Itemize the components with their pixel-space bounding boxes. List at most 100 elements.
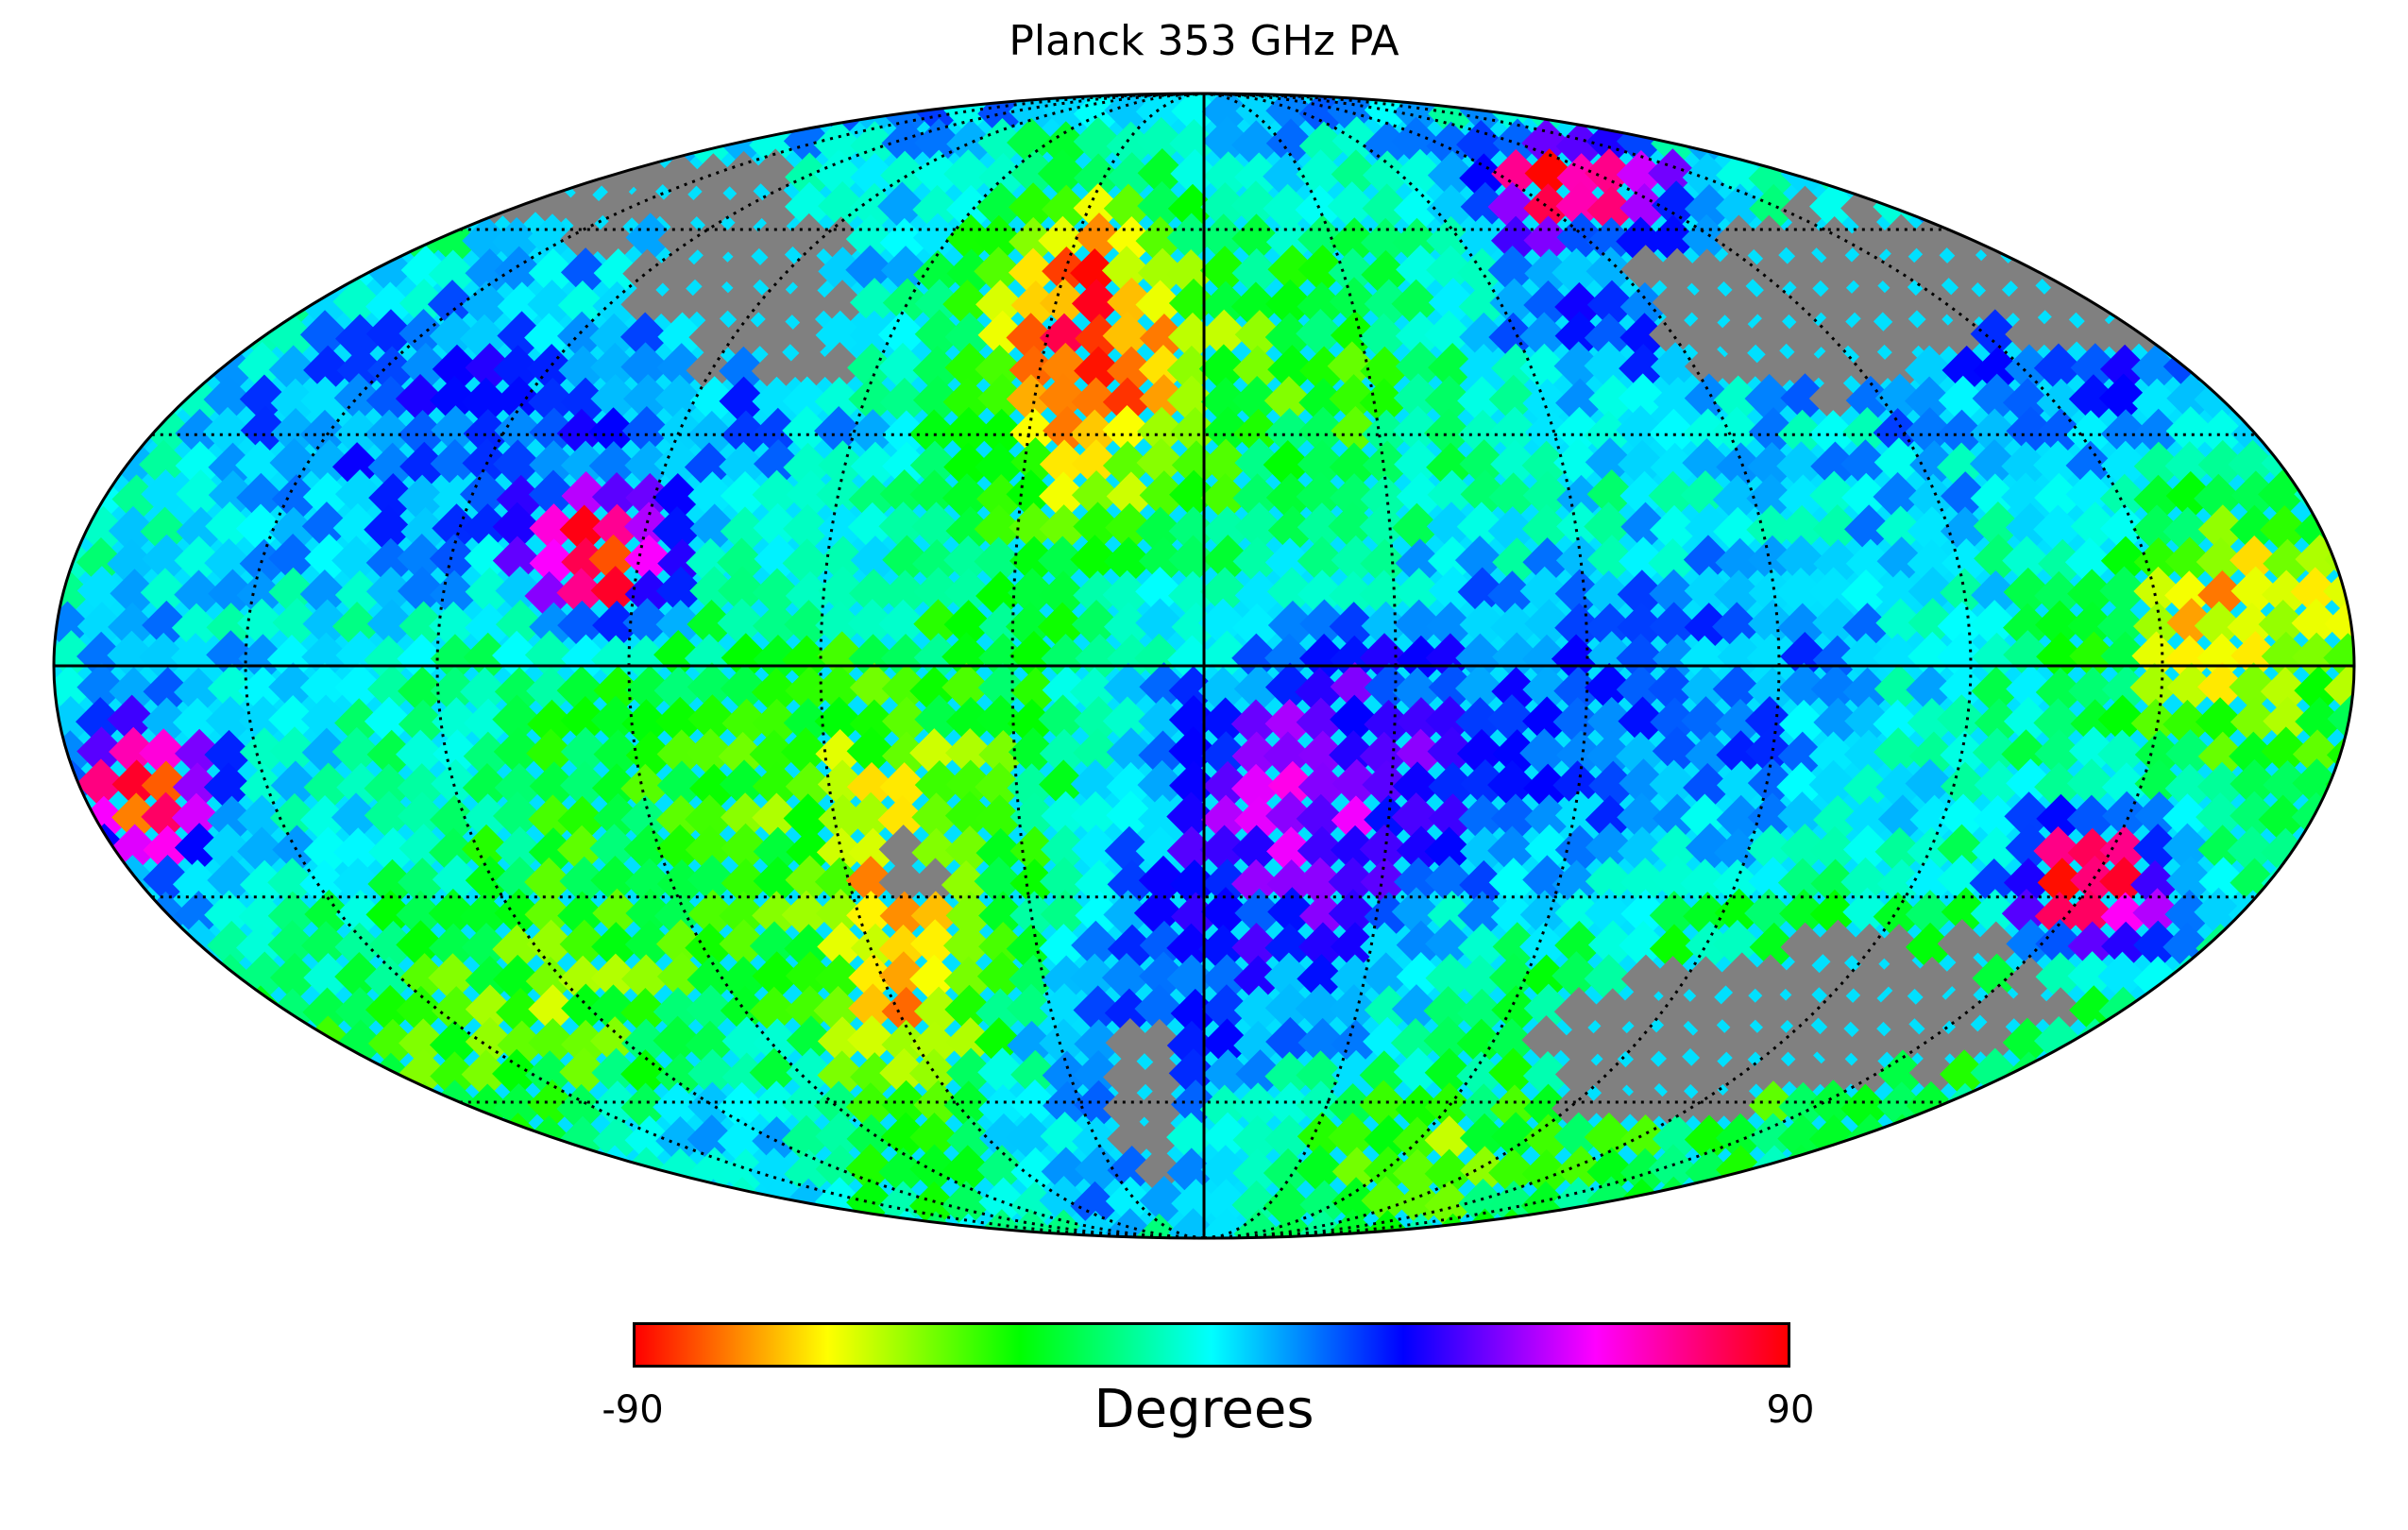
map-pixel xyxy=(1712,1177,1762,1227)
map-pixel xyxy=(878,502,928,552)
map-pixel xyxy=(1492,632,1542,682)
map-pixel xyxy=(1616,149,1667,200)
map-pixel xyxy=(492,790,543,842)
map-pixel xyxy=(432,344,483,395)
map-pixel xyxy=(1106,790,1156,841)
map-pixel xyxy=(781,890,831,940)
map-pixel xyxy=(1649,891,1700,941)
map-pixel xyxy=(494,888,544,939)
map-pixel xyxy=(975,182,1026,232)
map-pixel xyxy=(1809,181,1859,231)
map-pixel xyxy=(207,855,257,906)
map-pixel xyxy=(1134,1018,1184,1069)
map-pixel xyxy=(1714,1051,1764,1101)
map-pixel xyxy=(655,152,705,202)
map-pixel xyxy=(1392,667,1443,717)
map-pixel xyxy=(974,1245,1023,1294)
map-pixel xyxy=(1840,857,1891,908)
map-pixel xyxy=(304,439,354,489)
map-pixel xyxy=(1009,630,1060,681)
map-pixel xyxy=(334,314,385,364)
map-pixel xyxy=(1459,439,1509,489)
map-pixel xyxy=(1297,245,1348,295)
map-pixel xyxy=(752,601,803,651)
map-pixel xyxy=(814,149,864,199)
map-pixel xyxy=(1681,311,1731,361)
map-pixel xyxy=(1551,634,1602,684)
map-pixel xyxy=(1006,924,1056,974)
map-pixel xyxy=(1073,94,1124,139)
map-pixel xyxy=(109,921,159,971)
map-pixel xyxy=(365,409,415,459)
map-pixel xyxy=(1039,504,1089,554)
map-pixel xyxy=(1042,955,1092,1005)
map-pixel xyxy=(1009,1079,1060,1130)
map-pixel xyxy=(400,342,451,393)
map-pixel xyxy=(235,440,285,490)
map-pixel xyxy=(1492,922,1542,972)
map-pixel xyxy=(208,569,258,619)
map-pixel xyxy=(717,537,767,587)
map-pixel xyxy=(689,566,739,616)
map-pixel xyxy=(461,922,512,973)
map-pixel xyxy=(1780,631,1830,682)
map-pixel xyxy=(1777,603,1828,653)
map-pixel xyxy=(528,247,578,298)
map-pixel xyxy=(1460,469,1510,519)
map-pixel xyxy=(1746,633,1796,683)
map-pixel xyxy=(1652,634,1703,684)
map-pixel xyxy=(1103,602,1154,652)
map-pixel xyxy=(1842,667,1892,717)
map-pixel xyxy=(684,634,735,684)
map-pixel xyxy=(1359,731,1409,782)
map-pixel xyxy=(1009,536,1060,586)
map-pixel xyxy=(268,345,318,395)
map-pixel xyxy=(1395,148,1445,198)
map-pixel xyxy=(1075,1144,1125,1195)
map-pixel xyxy=(1267,760,1318,811)
map-pixel xyxy=(687,694,738,744)
map-pixel xyxy=(593,665,643,716)
map-pixel xyxy=(850,536,901,586)
map-title: Planck 353 GHz PA xyxy=(1009,17,1399,65)
map-pixel xyxy=(1780,922,1830,972)
map-pixel xyxy=(719,759,770,809)
map-pixel xyxy=(1584,502,1634,552)
map-pixel xyxy=(943,149,993,199)
map-pixel xyxy=(429,311,479,361)
map-pixel xyxy=(1234,310,1285,360)
map-pixel xyxy=(1584,570,1634,620)
map-pixel xyxy=(526,344,577,394)
map-pixel xyxy=(465,1016,516,1067)
map-pixel xyxy=(784,181,835,231)
map-pixel xyxy=(1874,727,1924,777)
map-pixel xyxy=(783,793,833,843)
map-pixel xyxy=(814,1211,864,1238)
map-pixel xyxy=(1649,985,1699,1036)
map-pixel xyxy=(624,919,675,970)
map-pixel xyxy=(237,341,287,392)
map-pixel xyxy=(1488,1148,1538,1198)
map-pixel xyxy=(1139,470,1189,520)
map-pixel xyxy=(1360,217,1411,268)
map-pixel xyxy=(1392,502,1442,552)
map-pixel xyxy=(1296,697,1346,747)
map-pixel xyxy=(1134,983,1184,1034)
map-pixel xyxy=(882,441,932,491)
map-pixel xyxy=(1619,758,1669,808)
map-pixel xyxy=(1521,954,1571,1004)
map-pixel xyxy=(590,695,641,745)
map-pixel xyxy=(495,599,546,650)
map-pixel xyxy=(1297,922,1348,972)
graticule-meridian xyxy=(1203,92,2164,1240)
map-pixel xyxy=(234,1016,285,1066)
map-pixel xyxy=(1359,378,1409,428)
map-pixel xyxy=(79,855,129,905)
map-pixel xyxy=(1006,374,1057,424)
map-pixel xyxy=(175,440,225,491)
map-pixel xyxy=(1267,245,1317,295)
map-pixel xyxy=(817,280,868,330)
map-pixel xyxy=(623,824,673,875)
map-pixel xyxy=(529,538,579,588)
map-pixel xyxy=(1009,891,1060,941)
